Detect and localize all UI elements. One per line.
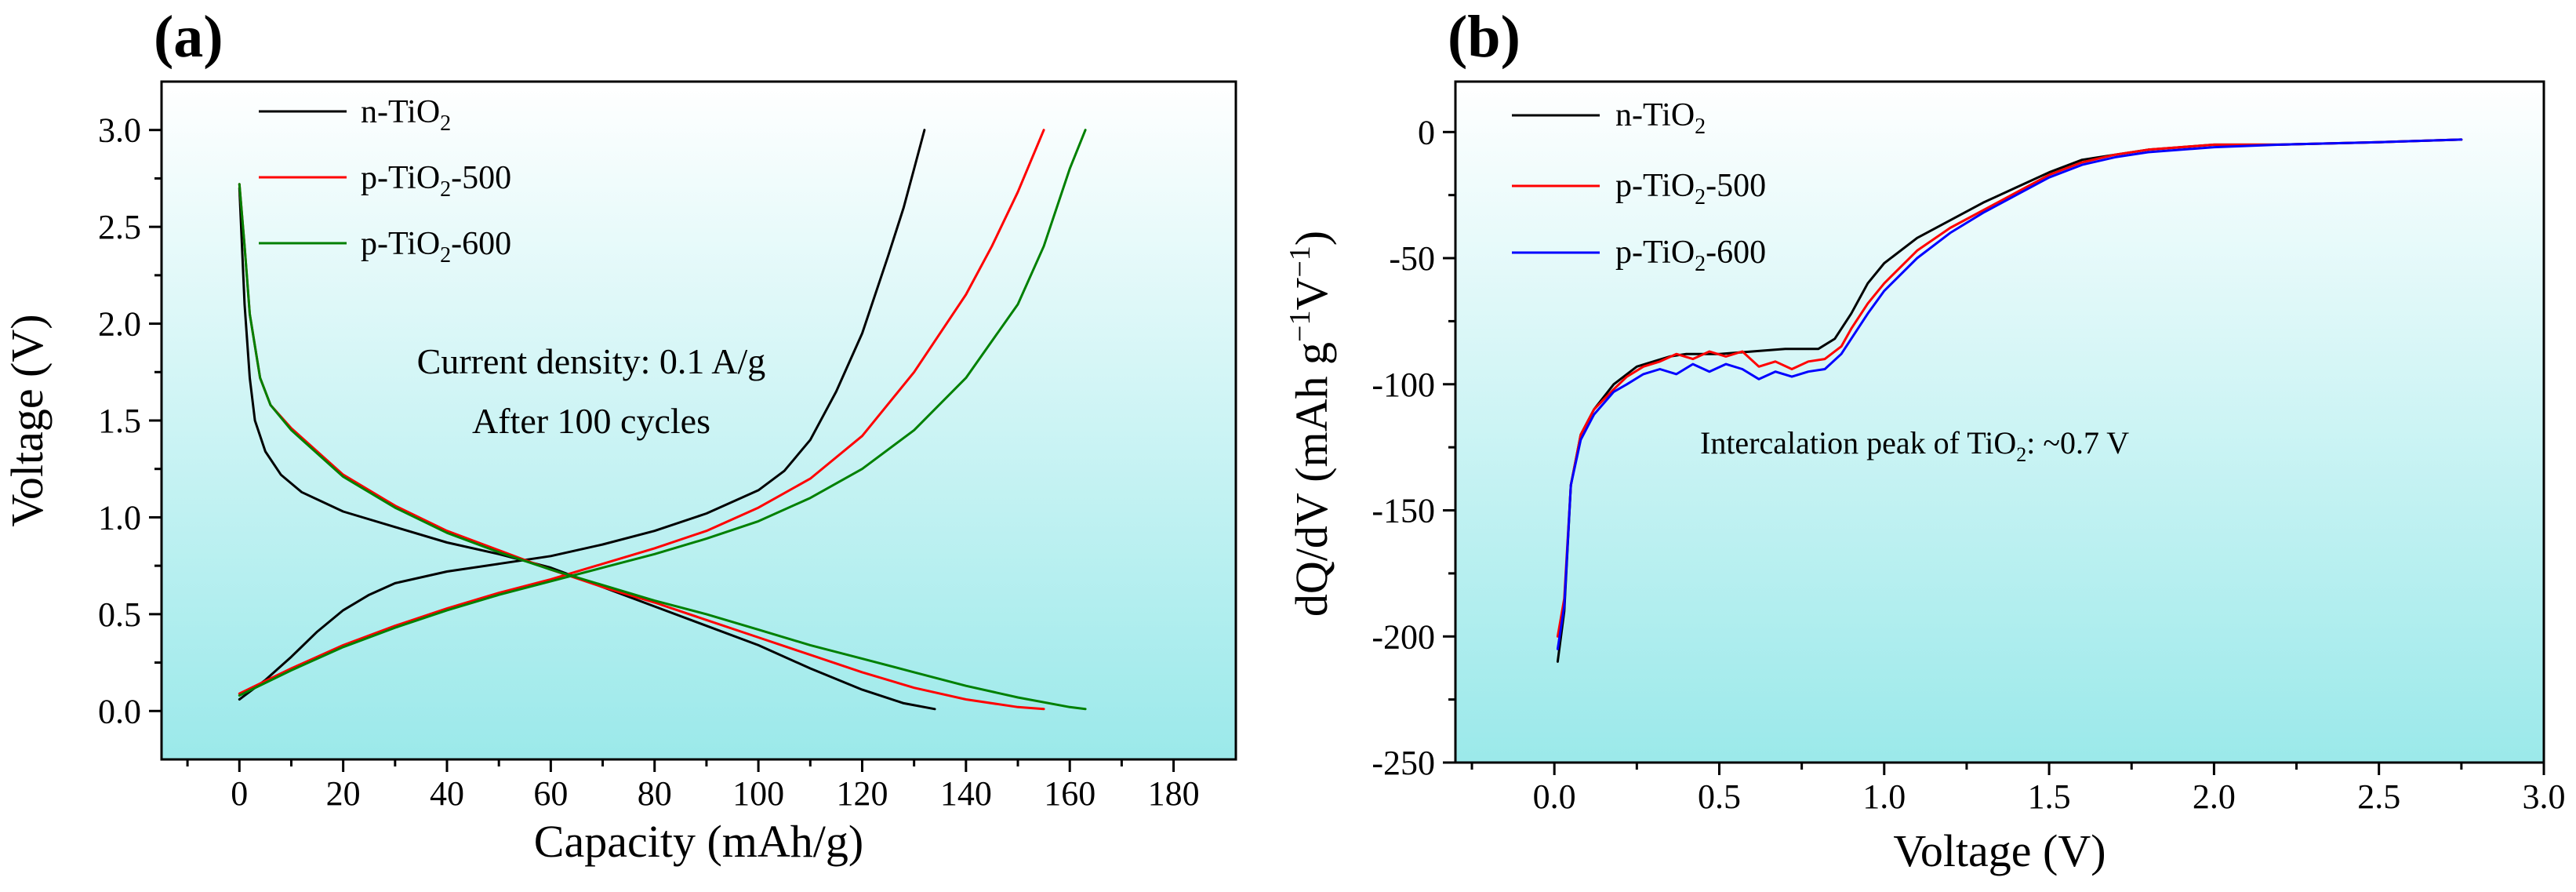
panel-a-annotation-current-density: Current density: 0.1 A/g — [417, 341, 766, 381]
panel-b-y-tick-label: -150 — [1372, 492, 1435, 530]
panel-b-y-tick-label: -250 — [1372, 744, 1435, 782]
panel-a-series-n-tio2-discharge — [238, 187, 936, 711]
panel-a-x-axis-title: Capacity (mAh/g) — [534, 816, 863, 867]
panel-b-annotation-intercalation-peak: Intercalation peak of TiO2: ~0.7 V — [1700, 425, 2129, 466]
panel-b-x-tick-label: 1.0 — [1862, 777, 1906, 816]
panel-b-legend: n-TiO2 p-TiO2-500 p-TiO2-600 — [1512, 97, 1766, 276]
panel-a-x-tick-label: 0 — [231, 774, 248, 813]
panel-b-y-tick-label: 0 — [1418, 113, 1435, 151]
panel-a-x-tick-label: 160 — [1044, 774, 1095, 813]
panel-b-y-tick-label: -200 — [1372, 617, 1435, 656]
panel-b-x-tick-label: 1.5 — [2028, 777, 2071, 816]
panel-a-annotation-cycles: After 100 cycles — [472, 401, 710, 441]
panel-a-y-tick-label: 1.0 — [98, 498, 141, 537]
panel-b-x-tick-label: 0.5 — [1698, 777, 1741, 816]
panel-a-y-tick-label: 0.5 — [98, 595, 141, 634]
panel-a-series-p-tio2-600-discharge — [238, 183, 1087, 711]
panel-a-legend: n-TiO2 p-TiO2-500 p-TiO2-600 — [259, 94, 511, 268]
panel-a-y-tick-label: 2.0 — [98, 305, 141, 344]
panel-b: 0.0 0.5 1.0 1.5 2.0 2.5 3.0 0 -50 -100 -150 -200 -25… — [1284, 4, 2566, 876]
panel-a-axes: 0 20 40 60 80 100 120 140 160 180 0.0 0.5 1.0 1.5 2.0 2… — [98, 111, 1200, 813]
panel-b-x-tick-label: 3.0 — [2523, 777, 2566, 816]
panel-a-y-tick-label: 2.5 — [98, 208, 141, 246]
panel-a-x-tick-label: 120 — [836, 774, 888, 813]
panel-b-frame — [1454, 80, 2545, 764]
panel-b-series-p-tio2-600 — [1556, 138, 2463, 650]
panel-a-x-tick-label: 60 — [533, 774, 568, 813]
panel-a-y-tick-label: 1.5 — [98, 402, 141, 440]
panel-a-x-tick-label: 100 — [732, 774, 784, 813]
panel-a-x-tick-label: 180 — [1148, 774, 1200, 813]
panel-a-legend-label-p-tio2-600: p-TiO2-600 — [361, 226, 511, 268]
panel-b-axes: 0.0 0.5 1.0 1.5 2.0 2.5 3.0 0 -50 -100 -150 -200 -25… — [1372, 113, 2565, 816]
panel-a-series-p-tio2-600-charge — [238, 129, 1087, 697]
panel-b-x-tick-label: 2.0 — [2193, 777, 2236, 816]
panel-b-series-p-tio2-500 — [1556, 138, 2463, 638]
panel-a-curves — [238, 129, 1087, 711]
panel-a-x-tick-label: 140 — [940, 774, 992, 813]
panel-b-legend-label-n-tio2: n-TiO2 — [1615, 97, 1706, 139]
panel-a-series-p-tio2-500-charge — [238, 129, 1045, 695]
panel-a-series-n-tio2-charge — [238, 129, 926, 701]
panel-b-legend-label-p-tio2-600: p-TiO2-600 — [1615, 235, 1766, 276]
panel-a-legend-label-p-tio2-500: p-TiO2-500 — [361, 160, 511, 202]
panel-a-legend-label-n-tio2: n-TiO2 — [361, 94, 451, 136]
panel-b-y-tick-label: -50 — [1389, 239, 1435, 278]
panel-a-frame — [160, 80, 1237, 761]
panel-b-y-axis-title: dQ/dV (mAh g−1V−1) — [1284, 231, 1337, 617]
panel-a: 0 20 40 60 80 100 120 140 160 180 0.0 0.5 1.0 1.5 2.0 2… — [2, 4, 1237, 867]
panel-a-x-tick-label: 80 — [638, 774, 672, 813]
panel-a-y-axis-title: Voltage (V) — [2, 314, 53, 526]
panel-b-legend-label-p-tio2-500: p-TiO2-500 — [1615, 168, 1766, 209]
panel-a-y-tick-label: 0.0 — [98, 692, 141, 730]
panel-b-x-tick-label: 0.0 — [1533, 777, 1576, 816]
panel-b-y-tick-label: -100 — [1372, 366, 1435, 404]
panel-a-x-tick-label: 40 — [430, 774, 464, 813]
panel-b-x-tick-label: 2.5 — [2357, 777, 2400, 816]
panel-a-y-tick-label: 3.0 — [98, 111, 141, 150]
panel-b-x-axis-title: Voltage (V) — [1893, 825, 2105, 876]
panel-b-curves — [1556, 138, 2463, 663]
panel-a-label: (a) — [154, 4, 223, 70]
panel-b-label: (b) — [1448, 4, 1521, 70]
panel-a-x-tick-label: 20 — [326, 774, 361, 813]
